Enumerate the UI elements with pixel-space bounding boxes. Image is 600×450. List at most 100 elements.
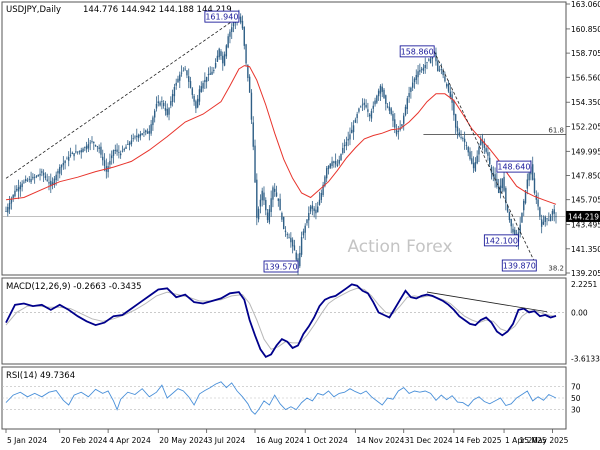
price-annotation-label: 158.860 [401,47,434,56]
candle-body [334,161,337,165]
candle-body [16,188,18,191]
candle-body [469,151,471,160]
x-tick-label: 4 Apr 2024 [109,436,151,445]
candle-body [501,178,503,189]
candle-body [499,185,502,194]
price-tick-label: 154.350 [571,98,600,107]
candle-body [279,198,281,211]
candle-body [403,115,405,124]
candle-body [481,141,484,144]
candle-body [98,147,100,150]
candle-body [363,102,366,105]
rsi-panel-frame [1,366,567,430]
candle-body [317,206,319,213]
candle-body [539,207,541,217]
candle-body [69,154,72,156]
candle-body [214,62,217,68]
macd-title: MACD(12,26,9) -0.2663 -0.3435 [6,282,142,292]
candle-body [204,79,206,83]
candle-body [533,178,536,193]
candle-body [94,145,97,146]
price-annotation-label: 161.940 [205,13,238,22]
candle-body [193,95,195,102]
candle-body [211,71,213,75]
trendline [433,51,537,266]
candle-body [119,153,122,156]
candle-body [87,144,90,149]
rsi-tick-label: 50 [571,394,581,403]
candle-body [96,146,99,148]
candle-body [268,209,271,223]
x-tick-label: 31 Dec 2024 [405,436,453,445]
candle-body [474,161,477,171]
candle-body [406,98,409,109]
candle-body [44,175,47,179]
candle-body [188,76,190,82]
candle-body [456,126,459,132]
candle-body [476,155,478,164]
candle-body [207,74,210,76]
ohlc-label: 144.776 144.942 144.188 144.219 [83,5,232,15]
candle-body [21,183,23,188]
candle-body [265,200,267,211]
candle-body [148,130,151,134]
candle-body [546,218,548,220]
candle-body [89,142,91,144]
candle-body [173,86,176,97]
candle-body [358,108,360,112]
price-plot: 61.8 38.2 161.940 139.570 158.860 148.640 142.… [2,9,566,275]
candle-body [528,173,530,181]
candle-body [189,81,192,89]
candle-body [145,130,147,133]
candle-body [514,229,516,237]
candle-body [270,198,272,212]
candle-body [281,213,283,220]
candle-body [506,205,509,212]
x-tick-label: 5 Jan 2024 [7,436,47,445]
candle-body [519,224,521,233]
candle-body [340,153,342,161]
candle-body [23,181,25,183]
macd-trendline [426,291,548,313]
candle-body [505,188,507,204]
candle-body [254,145,256,183]
candle-body [417,71,419,78]
candle-body [490,166,493,173]
candle-body [239,16,242,23]
price-annotation-box [399,45,435,58]
candle-body [200,86,202,93]
candle-body [478,147,480,155]
candle-body [311,205,314,209]
candle-body [91,141,93,142]
candle-body [114,149,116,151]
candle-body [494,174,496,181]
candle-body [35,176,38,177]
candle-body [551,211,554,215]
candle-body [222,55,224,64]
candle-body [243,27,245,46]
candle-body [419,70,421,72]
price-annotation-label: 139.870 [503,262,536,271]
candle-body [521,212,523,223]
price-tick-label: 163.060 [571,0,600,9]
candle-body [157,101,159,104]
price-tick-label: 147.850 [571,172,600,181]
fib-level-label: 61.8 [548,126,564,134]
macd-tick-label: 0.00 [571,308,588,317]
price-tick-label: 149.995 [571,147,600,156]
candle-body [277,198,280,201]
price-annotation-box [496,160,532,173]
last-price-box [566,210,600,222]
candle-body [524,190,527,204]
candle-body [428,59,430,61]
candle-body [397,130,400,132]
rsi-plot [2,381,566,415]
candle-body [111,155,113,159]
candle-body [139,134,142,137]
candle-body [523,200,525,211]
candle-body [103,160,106,166]
candle-body [134,136,136,138]
candle-body [250,92,253,120]
candle-body [275,192,278,197]
candle-body [123,149,125,151]
